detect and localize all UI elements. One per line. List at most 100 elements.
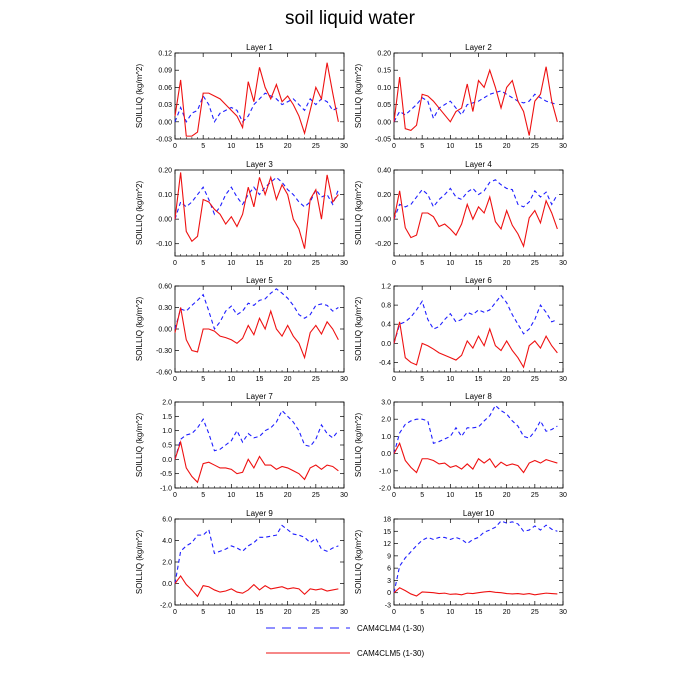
x-tick-label: 10	[446, 260, 454, 267]
y-tick-label: 0.8	[381, 303, 391, 310]
y-axis-label: SOILLIQ (kg/m^2)	[135, 181, 144, 246]
x-tick-label: 25	[312, 492, 320, 499]
series-line-clm5	[174, 575, 339, 598]
y-tick-label: 0.0	[381, 451, 391, 458]
y-tick-label: 0.10	[158, 192, 172, 199]
x-tick-label: 30	[340, 260, 348, 267]
y-tick-label: 0.12	[158, 51, 172, 58]
x-tick-label: 10	[227, 260, 235, 267]
panel-frame	[393, 52, 564, 140]
panel-title: Layer 4	[465, 160, 492, 169]
y-tick-label: 0.00	[158, 217, 172, 224]
panel-title: Layer 8	[465, 392, 492, 401]
y-axis-label: SOILLIQ (kg/m^2)	[135, 64, 144, 129]
x-tick-label: 20	[284, 143, 292, 150]
y-tick-label: 2.0	[381, 417, 391, 424]
x-tick-label: 30	[559, 609, 567, 616]
y-tick-label: 1.2	[381, 284, 391, 291]
x-tick-label: 10	[227, 609, 235, 616]
y-tick-label: -1.0	[160, 486, 172, 493]
panel-3: Layer 3 0 5 10 15 20 25 30 -0.10 0.00 0.10 0.20 SOIL…	[135, 160, 348, 267]
x-tick-label: 15	[475, 260, 483, 267]
y-tick-label: -0.30	[156, 348, 172, 355]
y-axis-label: SOILLIQ (kg/m^2)	[354, 530, 363, 595]
x-tick-label: 10	[227, 376, 235, 383]
y-tick-label: 0.03	[158, 102, 172, 109]
x-tick-label: 25	[531, 609, 539, 616]
x-tick-label: 30	[340, 376, 348, 383]
x-tick-label: 0	[392, 143, 396, 150]
x-tick-label: 0	[173, 492, 177, 499]
panel-title: Layer 1	[246, 43, 273, 52]
series-line-clm5	[393, 587, 558, 597]
x-tick-label: 30	[340, 143, 348, 150]
series-line-clm4	[393, 520, 558, 593]
series-line-clm4	[174, 288, 339, 331]
y-tick-label: 1.5	[162, 414, 172, 421]
series-line-clm5	[393, 190, 558, 248]
panel-title: Layer 10	[463, 509, 495, 518]
x-tick-label: 15	[475, 609, 483, 616]
panel-title: Layer 2	[465, 43, 492, 52]
y-tick-label: 0.30	[158, 305, 172, 312]
y-tick-label: 0.05	[377, 102, 391, 109]
y-tick-label: 0.0	[162, 581, 172, 588]
y-tick-label: 0.10	[377, 85, 391, 92]
x-tick-label: 15	[475, 143, 483, 150]
panel-frame	[174, 401, 345, 489]
y-tick-label: 0.20	[377, 51, 391, 58]
y-tick-label: -0.10	[156, 241, 172, 248]
x-tick-label: 25	[312, 376, 320, 383]
y-tick-label: 0.40	[377, 168, 391, 175]
y-tick-label: 1.0	[381, 434, 391, 441]
x-tick-label: 20	[284, 609, 292, 616]
x-tick-label: 20	[503, 492, 511, 499]
y-tick-label: 2.0	[162, 400, 172, 407]
x-tick-label: 30	[559, 143, 567, 150]
series-line-clm4	[174, 409, 339, 460]
x-tick-label: 5	[420, 143, 424, 150]
series-line-clm4	[393, 294, 558, 344]
y-tick-label: 0.15	[377, 68, 391, 75]
x-tick-label: 10	[227, 143, 235, 150]
y-tick-label: 0.00	[377, 217, 391, 224]
x-tick-label: 5	[201, 376, 205, 383]
x-tick-label: 15	[475, 376, 483, 383]
panel-7: Layer 7 0 5 10 15 20 25 30 -1.0 -0.5 0.0 0.5 1.0 1.5 2…	[135, 392, 348, 499]
panel-8: Layer 8 0 5 10 15 20 25 30 -2.0 -1.0 0.0 1.0 2.0 3.0 S…	[354, 392, 567, 499]
y-axis-label: SOILLIQ (kg/m^2)	[354, 413, 363, 478]
panel-10: Layer 100 5 10 15 20 25 30-30369121518SOILLIQ …	[354, 509, 567, 616]
panel-frame	[174, 52, 345, 140]
legend-label-clm5: CAM4CLM5 (1-30)	[357, 649, 424, 658]
y-tick-label: 0.20	[158, 168, 172, 175]
y-tick-label: -2.0	[160, 603, 172, 610]
x-tick-label: 30	[340, 609, 348, 616]
y-tick-label: 1.0	[162, 428, 172, 435]
x-tick-label: 30	[559, 376, 567, 383]
y-tick-label: 0.09	[158, 68, 172, 75]
x-tick-label: 5	[420, 492, 424, 499]
y-tick-label: -1.0	[379, 468, 391, 475]
y-tick-label: 3	[387, 578, 391, 585]
y-tick-label: 3.0	[381, 400, 391, 407]
x-tick-label: 20	[503, 143, 511, 150]
x-tick-label: 0	[392, 609, 396, 616]
y-tick-label: 6.0	[162, 517, 172, 524]
x-tick-label: 0	[173, 260, 177, 267]
x-tick-label: 15	[256, 376, 264, 383]
x-tick-label: 0	[392, 492, 396, 499]
y-tick-label: 0.06	[158, 85, 172, 92]
x-tick-label: 25	[531, 376, 539, 383]
y-tick-label: 0.4	[381, 322, 391, 329]
x-tick-label: 5	[420, 376, 424, 383]
series-line-clm4	[174, 524, 339, 584]
panel-1: Layer 1 0 5 10 15 20 25 30 -0.03 0.00 0.03 0.06 0.09…	[135, 43, 348, 150]
series-line-clm5	[393, 441, 558, 474]
y-tick-label: 0.00	[158, 327, 172, 334]
series-line-clm5	[393, 66, 558, 136]
y-tick-label: 9	[387, 553, 391, 560]
x-tick-label: 20	[284, 376, 292, 383]
y-tick-label: 0	[387, 590, 391, 597]
y-tick-label: 0.5	[162, 443, 172, 450]
